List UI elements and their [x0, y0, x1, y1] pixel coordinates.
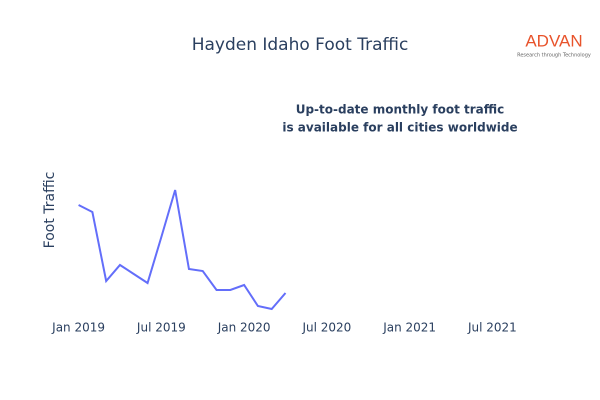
logo: ADVAN	[525, 31, 582, 50]
x-tick-label: Jan 2020	[217, 321, 271, 335]
x-tick-label: Jul 2019	[136, 321, 186, 335]
annotation: Up-to-date monthly foot traffic	[296, 103, 505, 117]
chart-title: Hayden Idaho Foot Traffic	[192, 35, 409, 55]
logo-tagline: Research through Technology	[517, 53, 591, 59]
x-tick-label: Jan 2019	[51, 321, 105, 335]
x-tick-label: Jul 2020	[301, 321, 351, 335]
annotation: is available for all cities worldwide	[282, 121, 517, 135]
line	[78, 189, 287, 311]
y-axis-label: Foot Traffic	[42, 172, 58, 249]
x-tick-label: Jul 2021	[467, 321, 517, 335]
x-tick-label: Jan 2021	[382, 321, 436, 335]
